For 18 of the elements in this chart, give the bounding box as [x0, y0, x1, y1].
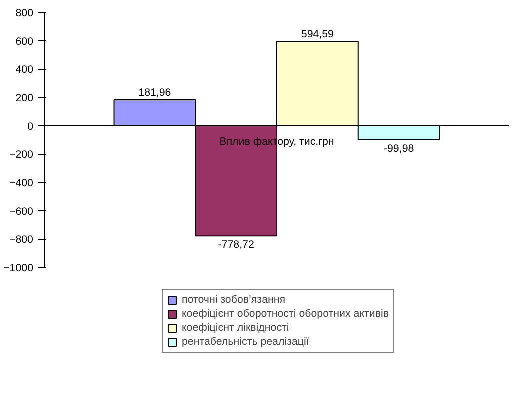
y-tick-label: −600 — [9, 206, 34, 218]
data-label: -99,98 — [384, 142, 414, 155]
y-tick-label: −1000 — [4, 262, 34, 274]
y-tick-label: −200 — [9, 149, 34, 162]
y-tick-label: 400 — [16, 64, 34, 76]
legend-label: коефіцієнт оборотності оборотних активів — [182, 308, 390, 320]
y-tick-label: −400 — [9, 178, 34, 190]
y-tick-label: 800 — [16, 8, 34, 20]
legend-label: рентабельність реалізації — [182, 336, 310, 348]
y-tick-label: −800 — [9, 234, 34, 246]
data-label: 594,59 — [301, 28, 334, 41]
legend-label: коефіцієнт ліквідності — [182, 322, 290, 334]
legend-label: поточні зобов’язання — [182, 294, 286, 306]
y-tick-label: 600 — [16, 36, 34, 48]
data-label: -778,72 — [218, 239, 254, 252]
y-tick-label: 200 — [16, 92, 34, 104]
data-label: 181,96 — [138, 87, 172, 100]
y-tick-label: 0 — [28, 120, 34, 133]
